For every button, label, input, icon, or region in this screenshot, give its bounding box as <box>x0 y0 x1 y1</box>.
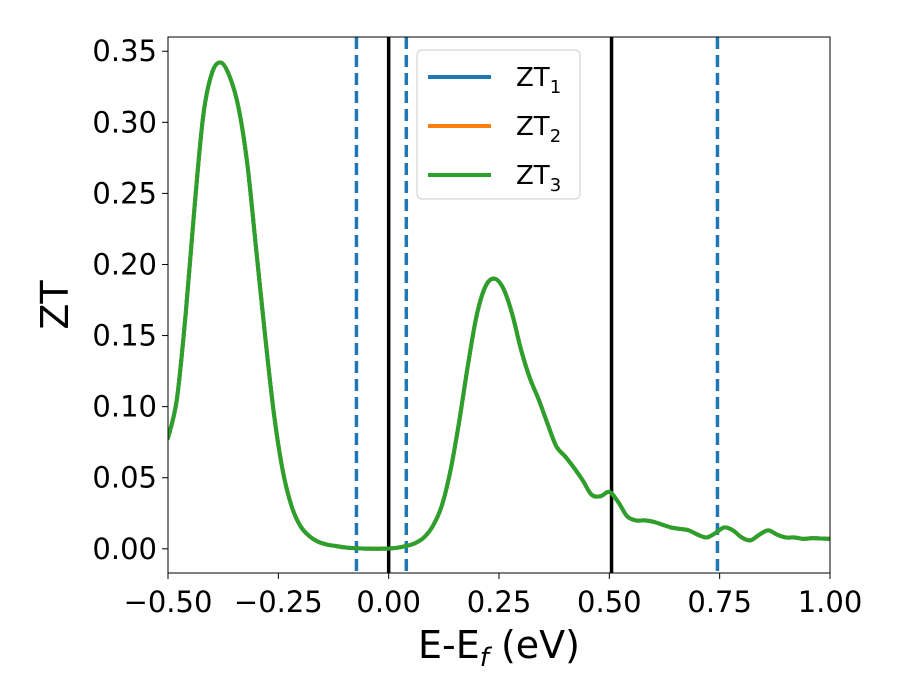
legend-label-1: ZT1 <box>516 63 561 98</box>
x-axis-label-unit: (eV) <box>489 623 580 667</box>
series-lines <box>168 60 830 551</box>
x-axis-label: E-Ef (eV) <box>418 623 580 673</box>
y-tick-label: 0.05 <box>92 461 157 495</box>
y-tick-label: 0.00 <box>92 532 157 566</box>
y-tick-label: 0.15 <box>92 319 157 353</box>
y-tick-label: 0.20 <box>92 247 157 281</box>
series-line-zt3 <box>168 60 830 551</box>
reference-lines <box>354 37 720 573</box>
y-tick-label: 0.25 <box>92 176 157 210</box>
legend-frame <box>416 49 581 200</box>
legend-label-3: ZT3 <box>516 161 561 196</box>
y-axis-ticks: 0.00 0.05 0.10 0.15 0.20 0.25 0.30 0.35 <box>92 34 168 566</box>
x-tick-label: 1.00 <box>798 585 863 619</box>
x-tick-label: −0.25 <box>234 585 323 619</box>
y-axis-label: ZT <box>33 280 77 330</box>
x-axis-label-main: E-E <box>418 623 480 667</box>
x-axis-ticks: −0.50 −0.25 0.00 0.25 0.50 0.75 1.00 <box>124 573 863 619</box>
y-tick-label: 0.30 <box>92 105 157 139</box>
y-tick-label: 0.35 <box>92 34 157 68</box>
plot-area <box>168 37 830 573</box>
y-tick-label: 0.10 <box>92 390 157 424</box>
legend-label-2: ZT2 <box>516 112 561 147</box>
x-tick-label: 0.25 <box>467 585 532 619</box>
x-tick-label: 0.00 <box>356 585 421 619</box>
x-tick-label: 0.50 <box>577 585 642 619</box>
x-tick-label: −0.50 <box>124 585 213 619</box>
x-tick-label: 0.75 <box>687 585 752 619</box>
legend: ZT1 ZT2 ZT3 <box>416 49 581 200</box>
